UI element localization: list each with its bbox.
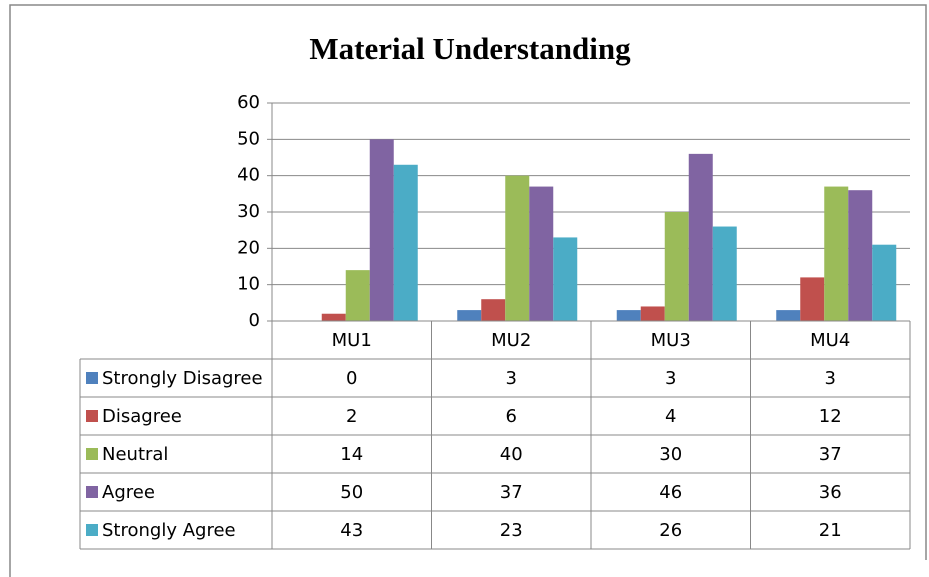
bar bbox=[872, 244, 897, 321]
table-value: 50 bbox=[340, 482, 363, 503]
x-tick-label: MU2 bbox=[491, 330, 531, 351]
bar bbox=[824, 186, 849, 321]
legend-key bbox=[86, 486, 98, 498]
y-tick-label: 50 bbox=[237, 128, 260, 149]
bar bbox=[712, 226, 737, 321]
bar bbox=[848, 190, 873, 321]
y-tick-label: 0 bbox=[249, 310, 260, 331]
table-value: 23 bbox=[500, 520, 523, 541]
legend-label: Strongly Disagree bbox=[102, 368, 263, 389]
bar bbox=[776, 310, 801, 321]
bar bbox=[640, 306, 665, 321]
bar bbox=[369, 139, 394, 321]
table-value: 6 bbox=[506, 406, 517, 427]
y-tick-label: 30 bbox=[237, 201, 260, 222]
bar bbox=[688, 153, 713, 321]
chart-title: Material Understanding bbox=[309, 31, 631, 66]
bar bbox=[345, 270, 370, 321]
bar bbox=[616, 310, 641, 321]
bar bbox=[664, 212, 689, 321]
chart-border bbox=[9, 4, 927, 577]
bar bbox=[457, 310, 482, 321]
table-value: 37 bbox=[500, 482, 523, 503]
x-tick-label: MU1 bbox=[332, 330, 372, 351]
legend-key bbox=[86, 448, 98, 460]
legend-key bbox=[86, 410, 98, 422]
x-tick-label: MU3 bbox=[651, 330, 691, 351]
table-value: 0 bbox=[346, 368, 357, 389]
table-value: 3 bbox=[506, 368, 517, 389]
table-value: 43 bbox=[340, 520, 363, 541]
table-value: 4 bbox=[665, 406, 676, 427]
table-value: 3 bbox=[825, 368, 836, 389]
bar bbox=[321, 313, 346, 321]
table-value: 36 bbox=[819, 482, 842, 503]
bar bbox=[505, 175, 530, 321]
legend-key bbox=[86, 524, 98, 536]
y-tick-label: 10 bbox=[237, 274, 260, 295]
table-value: 3 bbox=[665, 368, 676, 389]
table-value: 14 bbox=[340, 444, 363, 465]
table-value: 2 bbox=[346, 406, 357, 427]
legend-label: Neutral bbox=[102, 444, 168, 465]
table-value: 12 bbox=[819, 406, 842, 427]
bar bbox=[529, 186, 554, 321]
table-value: 40 bbox=[500, 444, 523, 465]
bar bbox=[553, 237, 578, 321]
table-value: 30 bbox=[659, 444, 682, 465]
x-tick-label: MU4 bbox=[810, 330, 850, 351]
bar bbox=[800, 277, 825, 321]
y-tick-label: 40 bbox=[237, 165, 260, 186]
legend-key bbox=[86, 372, 98, 384]
table-value: 21 bbox=[819, 520, 842, 541]
legend-label: Disagree bbox=[102, 406, 182, 427]
y-tick-label: 20 bbox=[237, 237, 260, 258]
legend-label: Agree bbox=[102, 482, 155, 503]
bar bbox=[481, 299, 506, 321]
table-value: 46 bbox=[659, 482, 682, 503]
bar bbox=[393, 164, 418, 321]
table-value: 26 bbox=[659, 520, 682, 541]
legend-label: Strongly Agree bbox=[102, 520, 236, 541]
y-tick-label: 60 bbox=[237, 92, 260, 113]
table-value: 37 bbox=[819, 444, 842, 465]
